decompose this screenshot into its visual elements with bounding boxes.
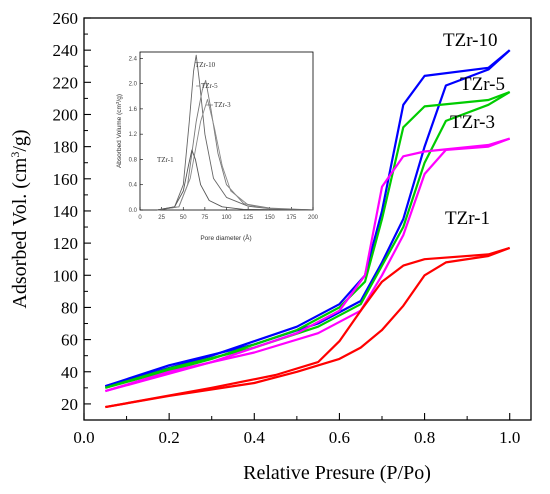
inset-x-tick-label: 75 (202, 215, 209, 221)
x-axis-label: Relative Presure (P/Po) (243, 462, 431, 484)
main-x-tick-label: 0.4 (244, 428, 266, 447)
inset-y-tick-label: 1.2 (129, 132, 138, 138)
inset-series-labels: TZr-10 TZr-5 TZr-3 TZr-1 (157, 61, 231, 164)
inset-y-axis-label: Absorbed Volume (cm3/g) (115, 94, 124, 168)
inset-y-tick-label: 0.4 (129, 183, 138, 189)
inset-x-axis-label: Pore diameter (Å) (200, 233, 251, 242)
series-tzr-1-desorption (105, 246, 511, 409)
main-y-tick-label: 140 (53, 202, 79, 221)
main-x-tick-label: 0.6 (329, 428, 350, 447)
inset-x-tick-label: 125 (243, 215, 254, 221)
main-y-tick-label: 40 (61, 363, 78, 382)
series-tzr-10-desorption (104, 49, 511, 388)
inset-y-label-end: /g) (116, 94, 123, 102)
y-axis-label-main: Adsorbed Vol. (cm (9, 157, 31, 308)
series-label-tzr-1: TZr-1 (445, 208, 490, 229)
main-x-tick-label: 0.8 (414, 428, 435, 447)
series-tzr-5-desorption (105, 90, 511, 389)
inset-series-label-tzr-10: TZr-10 (195, 61, 216, 69)
main-series-lines (104, 49, 511, 409)
main-y-tick-label: 100 (53, 266, 79, 285)
inset-y-label-main: Absorbed Volume (cm (116, 104, 123, 168)
inset-x-tick-label: 0 (138, 215, 142, 221)
inset-series-label-tzr-5: TZr-5 (201, 82, 218, 90)
inset-x-tick-label: 50 (180, 215, 187, 221)
inset-y-tick-label: 1.6 (129, 107, 138, 113)
main-y-tick-label: 160 (53, 170, 79, 189)
main-y-tick-label: 60 (61, 331, 78, 350)
inset-series-lines (157, 54, 314, 211)
main-x-tick-label: 0.0 (73, 428, 94, 447)
series-label-tzr-5: TZr-5 (460, 74, 505, 95)
inset-series-label-tzr-3: TZr-3 (214, 101, 231, 109)
main-y-tick-label: 20 (61, 395, 78, 414)
main-plot-frame (83, 17, 532, 421)
series-tzr-1-adsorption (105, 246, 511, 409)
series-label-tzr-10: TZr-10 (443, 30, 498, 51)
y-axis-label-sup: 3 (8, 152, 22, 158)
main-y-tick-label: 220 (53, 73, 79, 92)
main-x-tick-label: 0.2 (159, 428, 180, 447)
y-axis-label: Adsorbed Vol. (cm3/g) (8, 129, 31, 308)
inset-y-tick-label: 2.0 (129, 82, 138, 88)
main-y-tick-label: 180 (53, 138, 79, 157)
inset-x-tick-label: 100 (221, 215, 232, 221)
inset-series-tzr-1 (157, 149, 314, 211)
y-axis-label-end: /g) (9, 129, 31, 151)
inset-series-tzr-3 (157, 98, 314, 211)
main-series-labels: TZr-10 TZr-5 TZr-3 TZr-1 (443, 30, 505, 229)
inset-plot-frame (139, 51, 314, 211)
inset-axis-ticks: 0 25 50 75 100 125 150 175 200 0.0 0.4 0.8 1.2 1.6 2.0… (129, 56, 319, 221)
inset-x-tick-label: 175 (286, 215, 297, 221)
main-y-tick-label: 120 (53, 234, 79, 253)
main-y-tick-label: 200 (53, 105, 79, 124)
inset-series-label-tzr-1: TZr-1 (157, 156, 174, 164)
main-x-tick-label: 1.0 (499, 428, 520, 447)
main-y-tick-label: 260 (53, 9, 79, 28)
inset-x-tick-label: 200 (308, 215, 319, 221)
inset-y-tick-label: 2.4 (129, 56, 138, 62)
series-label-tzr-3: TZr-3 (450, 112, 495, 133)
inset-y-label-sup: 3 (115, 101, 120, 104)
inset-y-tick-label: 0.8 (129, 157, 138, 163)
main-y-tick-label: 240 (53, 41, 79, 60)
main-y-tick-label: 80 (61, 298, 78, 317)
inset-y-tick-label: 0.0 (129, 208, 138, 214)
inset-x-tick-label: 150 (265, 215, 276, 221)
series-tzr-3-desorption (105, 137, 511, 393)
main-axis-ticks: 0.0 0.2 0.4 0.6 0.8 1.0 20 40 60 80 100 120 140 160 18… (53, 9, 521, 447)
inset-x-tick-label: 25 (158, 215, 165, 221)
